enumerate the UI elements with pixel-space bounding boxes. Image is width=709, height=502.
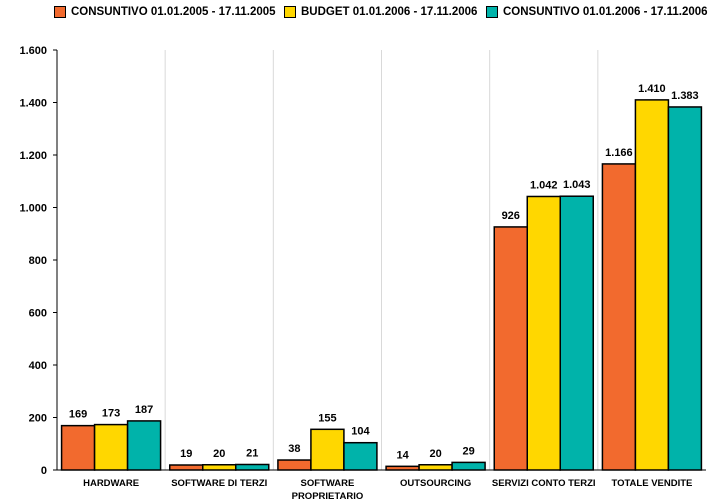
bar: [451, 461, 486, 471]
bar: [385, 465, 420, 471]
bar-value-label: 1.042: [530, 179, 558, 191]
bar-value-label: 20: [213, 448, 225, 460]
bar: [601, 163, 637, 471]
bar: [277, 459, 312, 471]
legend-swatch-teal: [486, 6, 498, 18]
legend-item-1: CONSUNTIVO 01.01.2005 - 17.11.2005: [54, 6, 276, 18]
y-tick-label: 800: [29, 255, 47, 267]
bar-value-label: 1.410: [638, 83, 666, 95]
x-tick-label: SOFTWARE DI TERZI: [171, 478, 267, 489]
y-tick-label: 600: [29, 308, 47, 320]
legend-item-2: BUDGET 01.01.2006 - 17.11.2006: [284, 6, 477, 18]
bar: [235, 463, 270, 471]
bar: [493, 226, 528, 471]
bar-value-label: 173: [102, 408, 120, 420]
legend-swatch-yellow: [284, 6, 296, 18]
bar-value-label: 155: [318, 412, 336, 424]
bar-value-label: 21: [246, 447, 258, 459]
bar-value-label: 169: [69, 409, 87, 421]
bar-value-label: 104: [351, 426, 370, 438]
bar: [169, 464, 204, 471]
y-tick-label: 200: [29, 413, 47, 425]
bar: [559, 195, 594, 471]
bar: [126, 420, 162, 471]
legend-label-1: CONSUNTIVO 01.01.2005 - 17.11.2005: [71, 6, 276, 18]
legend-label-3: CONSUNTIVO 01.01.2006 - 17.11.2006: [503, 6, 708, 18]
y-tick-label: 400: [29, 360, 47, 372]
bar: [526, 195, 561, 471]
bar: [60, 424, 96, 471]
legend: CONSUNTIVO 01.01.2005 - 17.11.2005 BUDGE…: [0, 6, 709, 26]
bar: [310, 428, 345, 471]
bar: [343, 441, 378, 471]
bar-value-label: 14: [396, 449, 409, 461]
bar-value-label: 19: [180, 448, 192, 460]
bar-value-label: 1.166: [605, 147, 633, 159]
bar-value-label: 1.043: [563, 179, 591, 191]
y-tick-label: 0: [41, 465, 47, 477]
bar-value-label: 926: [502, 210, 520, 222]
legend-label-2: BUDGET 01.01.2006 - 17.11.2006: [301, 6, 478, 18]
bar: [418, 464, 453, 471]
y-tick-label: 1.600: [19, 45, 47, 57]
x-tick-label: OUTSOURCING: [400, 478, 471, 489]
x-tick-label: SOFTWARE: [300, 478, 354, 489]
bar-value-label: 1.383: [671, 90, 699, 102]
bar: [667, 106, 703, 471]
x-tick-label: PROPRIETARIO: [292, 491, 364, 502]
x-tick-label: SERVIZI CONTO TERZI: [492, 478, 596, 489]
y-tick-label: 1.200: [19, 150, 47, 162]
x-tick-label: HARDWARE: [83, 478, 139, 489]
bar: [93, 423, 129, 471]
x-tick-label: TOTALE VENDITE: [611, 478, 692, 489]
bar-value-label: 20: [429, 448, 441, 460]
legend-swatch-orange: [54, 6, 66, 18]
legend-item-3: CONSUNTIVO 01.01.2006 - 17.11.2006: [486, 6, 708, 18]
bar-value-label: 38: [288, 443, 300, 455]
y-tick-label: 1.400: [19, 98, 47, 110]
y-tick-label: 1.000: [19, 203, 47, 215]
bar: [634, 99, 670, 471]
bar-value-label: 29: [462, 445, 474, 457]
bar: [202, 464, 237, 471]
bar-value-label: 187: [135, 404, 153, 416]
